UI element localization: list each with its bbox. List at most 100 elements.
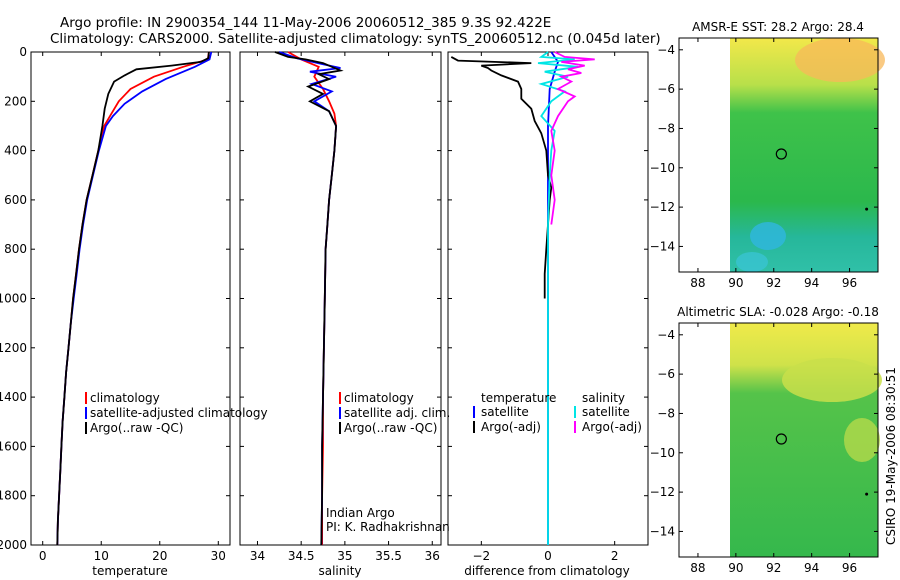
y-tick-label: 400 — [4, 144, 27, 158]
sst-map-title: AMSR-E SST: 28.2 Argo: 28.4 — [692, 20, 864, 34]
salinity-ticks: 34 34.5 35 35.5 36 — [240, 51, 441, 563]
x-tick-label: 35.5 — [375, 549, 402, 563]
legend-label-climatology: climatology — [344, 391, 414, 405]
series-line-argo-raw-qc — [56, 51, 210, 546]
series-line-climatology — [287, 51, 338, 545]
salinity-legend: climatology satellite adj. clim. Argo(..… — [339, 391, 450, 435]
series-line-satellite-adj-clim — [278, 51, 341, 546]
y-tick-label: −12 — [650, 485, 675, 499]
salinity-xlabel: salinity — [318, 564, 361, 578]
x-tick-label: 92 — [766, 561, 781, 575]
y-tick-label: 800 — [4, 242, 27, 256]
series-line-climatology — [56, 51, 210, 546]
legend-label-temp-satellite: satellite — [481, 405, 529, 419]
x-tick-label: 10 — [94, 549, 109, 563]
sla-map-markers — [775, 433, 869, 496]
temperature-xlabel: temperature — [92, 564, 167, 578]
sst-map-panel: AMSR-E SST: 28.2 Argo: 28.4 88 90 92 94 96 −4… — [650, 20, 885, 290]
temperature-legend: climatology satellite-adjusted climatolo… — [85, 391, 268, 435]
sla-field-high-patch — [844, 418, 880, 462]
sst-map-ticks: 88 90 92 94 96 −4 −6 −8 −10 −12 −14 — [650, 38, 878, 290]
x-tick-label: 88 — [690, 561, 705, 575]
y-tick-label: 200 — [4, 94, 27, 108]
sla-map-title: Altimetric SLA: -0.028 Argo: -0.18 — [677, 305, 879, 319]
y-tick-label: 1400 — [0, 390, 27, 404]
legend-label-temp-argo: Argo(-adj) — [481, 420, 541, 434]
x-tick-label: 90 — [728, 561, 743, 575]
x-tick-label: 90 — [728, 276, 743, 290]
legend-label-argo: Argo(..raw -QC) — [90, 421, 183, 435]
x-tick-label: 96 — [842, 561, 857, 575]
sst-field-warm-patch — [795, 38, 885, 82]
y-tick-label: 2000 — [0, 538, 27, 552]
x-tick-label: 0 — [544, 549, 552, 563]
difference-panel: −2 0 2 difference from climatology tempera… — [447, 51, 649, 578]
x-tick-label: −2 — [472, 549, 490, 563]
y-tick-label: 1200 — [0, 341, 27, 355]
sla-map-axes-box — [678, 322, 879, 558]
y-tick-label: 0 — [19, 45, 27, 59]
series-line-argo-raw-qc — [274, 51, 344, 546]
y-tick-label: 600 — [4, 193, 27, 207]
sst-map-axes-box — [678, 37, 879, 273]
sst-map-field — [730, 38, 885, 272]
legend-label-climatology: climatology — [90, 391, 160, 405]
sla-map-ticks: 88 90 92 94 96 −4 −6 −8 −10 −12 −14 — [650, 323, 878, 575]
x-tick-label: 0 — [39, 549, 47, 563]
difference-legend: temperature satellite Argo(-adj) salinit… — [473, 391, 642, 434]
legend-heading-salinity: salinity — [582, 391, 625, 405]
series-line-temperature-argo-adj — [450, 56, 553, 299]
salinity-panel: 34 34.5 35 35.5 36 salinity climatology sate… — [239, 51, 450, 578]
x-tick-label: 96 — [842, 276, 857, 290]
y-tick-label: −10 — [650, 446, 675, 460]
x-tick-label: 92 — [766, 276, 781, 290]
legend-label-satellite: satellite adj. clim. — [344, 406, 450, 420]
y-tick-label: −12 — [650, 200, 675, 214]
y-tick-label: 1600 — [0, 439, 27, 453]
sst-field-cool-patch — [750, 222, 786, 250]
series-line-satellite-adjusted-climatology — [56, 51, 213, 546]
legend-label-sal-argo: Argo(-adj) — [582, 420, 642, 434]
argo-position-marker — [775, 148, 787, 160]
x-tick-label: 2 — [611, 549, 619, 563]
argo-position-marker — [775, 433, 787, 445]
x-tick-label: 88 — [690, 276, 705, 290]
y-tick-label: −8 — [657, 406, 675, 420]
legend-label-argo: Argo(..raw -QC) — [344, 421, 437, 435]
y-tick-label: −6 — [657, 367, 675, 381]
y-tick-label: −4 — [657, 328, 675, 342]
y-tick-label: −10 — [650, 161, 675, 175]
legend-label-sal-satellite: satellite — [582, 405, 630, 419]
legend-label-satellite: satellite-adjusted climatology — [90, 406, 268, 420]
temperature-ticks: 0 10 20 30 0 200 400 600 800 1000 1200 1400 1600 1800… — [0, 45, 230, 563]
difference-ticks: −2 0 2 — [448, 51, 648, 563]
argo-pi-label: PI: K. Radhakrishnan — [326, 520, 450, 534]
side-timestamp: CSIRO 19-May-2006 08:30:51 — [884, 367, 898, 545]
y-tick-label: −14 — [650, 239, 675, 253]
difference-xlabel: difference from climatology — [464, 564, 630, 578]
legend-heading-temperature: temperature — [481, 391, 556, 405]
temperature-lines — [56, 51, 213, 546]
track-point-marker — [865, 492, 869, 496]
y-tick-label: −14 — [650, 524, 675, 538]
sla-map-field — [730, 323, 882, 557]
x-tick-label: 94 — [804, 276, 819, 290]
sla-field-high-patch — [782, 358, 882, 402]
series-line-salinity-argo-adj — [550, 51, 595, 225]
x-tick-label: 36 — [425, 549, 440, 563]
salinity-axes-box — [239, 51, 442, 546]
y-tick-label: 1000 — [0, 292, 27, 306]
track-point-marker — [865, 207, 869, 211]
x-tick-label: 34 — [250, 549, 265, 563]
sla-map-panel: Altimetric SLA: -0.028 Argo: -0.18 88 90 9… — [650, 305, 882, 575]
x-tick-label: 35 — [337, 549, 352, 563]
temperature-panel: 0 10 20 30 0 200 400 600 800 1000 1200 1400 1600 1800… — [0, 45, 268, 578]
sst-field-cool-patch — [736, 252, 768, 272]
header-line2: Climatology: CARS2000. Satellite-adjuste… — [50, 31, 661, 47]
y-tick-label: −8 — [657, 121, 675, 135]
sst-map-markers — [775, 148, 869, 211]
difference-lines — [450, 51, 595, 545]
x-tick-label: 34.5 — [288, 549, 315, 563]
x-tick-label: 20 — [152, 549, 167, 563]
